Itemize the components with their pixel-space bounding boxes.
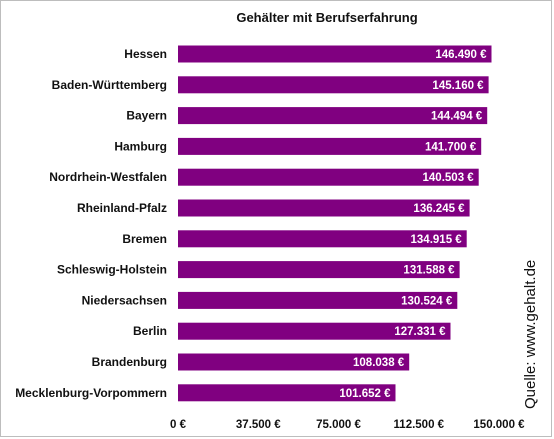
bar <box>178 261 460 279</box>
value-label: 130.524 € <box>401 295 453 307</box>
bar <box>178 384 396 402</box>
category-label: Niedersachsen <box>82 293 167 307</box>
category-label: Nordrhein-Westfalen <box>49 170 167 184</box>
category-label: Mecklenburg-Vorpommern <box>15 386 167 400</box>
value-label: 144.494 € <box>431 111 483 123</box>
category-labels: Hessen Baden-Württemberg Bayern Hamburg Nord… <box>15 47 167 400</box>
value-label: 127.331 € <box>394 326 446 338</box>
category-label: Hessen <box>124 47 167 61</box>
x-tick-label: 0 € <box>170 419 187 431</box>
x-tick-label: 112.500 € <box>394 419 445 431</box>
value-label: 141.700 € <box>425 141 477 153</box>
category-label: Schleswig-Holstein <box>57 263 167 277</box>
x-axis-ticks: 0 € 37.500 € 75.000 € 112.500 € 150.000 € <box>170 419 525 431</box>
value-label: 140.503 € <box>423 172 475 184</box>
category-label: Bayern <box>126 109 167 123</box>
chart-title: Gehälter mit Berufserfahrung <box>236 10 417 25</box>
bar <box>178 76 489 94</box>
bar <box>178 291 458 309</box>
x-tick-label: 37.500 € <box>236 419 281 431</box>
source-note: Quelle: www.gehalt.de <box>522 260 539 409</box>
bar <box>178 107 488 125</box>
category-label: Berlin <box>133 324 167 338</box>
category-label: Bremen <box>122 232 167 246</box>
category-label: Rheinland-Pfalz <box>77 201 167 215</box>
bar <box>178 137 482 155</box>
bar <box>178 199 470 217</box>
value-label: 101.652 € <box>339 388 391 400</box>
category-label: Brandenburg <box>92 355 167 369</box>
bar <box>178 353 410 371</box>
category-label: Hamburg <box>114 139 167 153</box>
value-label: 146.490 € <box>435 49 487 61</box>
bar <box>178 168 479 186</box>
bar <box>178 45 492 63</box>
x-tick-label: 75.000 € <box>316 419 361 431</box>
value-label: 134.915 € <box>411 234 463 246</box>
bar <box>178 322 451 340</box>
x-tick-label: 150.000 € <box>473 419 525 431</box>
value-label: 145.160 € <box>432 80 484 92</box>
value-label: 131.588 € <box>403 265 455 277</box>
value-labels: 146.490 € 145.160 € 144.494 € 141.700 € 140.… <box>339 49 487 400</box>
value-label: 108.038 € <box>353 357 405 369</box>
bars-group <box>178 45 492 402</box>
bar <box>178 230 467 248</box>
category-label: Baden-Württemberg <box>52 78 167 92</box>
value-label: 136.245 € <box>413 203 465 215</box>
